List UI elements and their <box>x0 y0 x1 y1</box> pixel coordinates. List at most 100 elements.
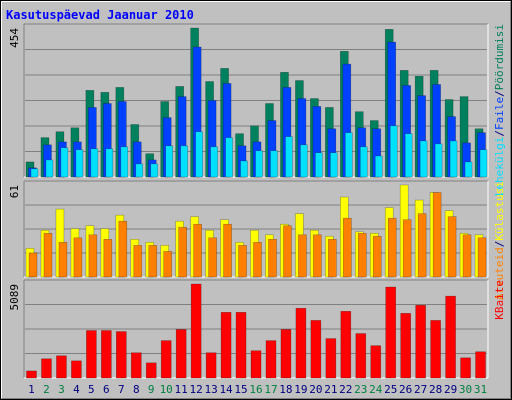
legend-separator: / <box>493 130 506 137</box>
x-tick-label: 15 <box>234 383 247 396</box>
x-tick-label: 3 <box>58 383 65 396</box>
bar <box>295 307 307 379</box>
bar <box>374 155 383 178</box>
bar <box>208 237 217 278</box>
bar <box>238 245 247 278</box>
legend: Arvuteid/Külastusi <box>493 181 506 300</box>
bar <box>419 140 428 178</box>
bar <box>150 163 159 178</box>
bar <box>255 150 263 178</box>
bar <box>313 234 322 278</box>
bar <box>26 370 37 379</box>
bar <box>325 338 337 379</box>
bar <box>45 159 54 178</box>
legend-separator: / <box>493 90 506 97</box>
bar <box>210 146 218 178</box>
bar <box>310 320 322 379</box>
bar <box>417 213 427 278</box>
bar <box>370 345 382 379</box>
legend-entry: Arvuteid <box>493 247 506 300</box>
bar <box>205 352 217 379</box>
bar <box>330 152 338 178</box>
bar <box>415 304 426 379</box>
bar <box>315 152 323 178</box>
bar <box>430 320 441 379</box>
bar <box>75 149 84 178</box>
bar <box>43 232 53 278</box>
bar <box>190 283 202 379</box>
bar <box>434 143 443 178</box>
x-tick-label: 14 <box>219 383 233 396</box>
legend-entry: Pöördumisi <box>493 24 506 90</box>
bar <box>175 329 187 379</box>
x-tick-label: 1 <box>28 383 35 396</box>
bar <box>135 163 144 178</box>
bar <box>225 137 233 178</box>
bar <box>58 242 68 278</box>
x-tick-label: 30 <box>459 383 472 396</box>
bar <box>103 238 113 278</box>
bar <box>56 355 67 379</box>
bar <box>462 234 472 278</box>
x-tick-label: 31 <box>474 383 487 396</box>
bar <box>180 145 188 178</box>
bar <box>464 161 473 178</box>
bar <box>285 136 293 178</box>
bar <box>445 295 456 379</box>
legend-entry: Lehekülgi <box>493 137 506 197</box>
bar <box>223 223 232 278</box>
bar <box>372 235 382 278</box>
legend-separator: / <box>493 241 506 248</box>
y-tick-label: 61 <box>8 185 21 198</box>
bar <box>477 237 487 278</box>
bar <box>101 330 112 379</box>
x-tick-label: 9 <box>148 383 155 396</box>
bar <box>73 237 83 278</box>
bar <box>250 350 262 379</box>
bar <box>41 358 52 379</box>
bar <box>385 286 397 379</box>
bar <box>193 223 202 278</box>
x-tick-label: 12 <box>190 383 203 396</box>
x-tick-label: 17 <box>264 383 277 396</box>
x-tick-label: 7 <box>118 383 125 396</box>
bar <box>345 132 353 178</box>
bar <box>460 357 471 379</box>
x-tick-label: 8 <box>133 383 140 396</box>
x-tick-label: 24 <box>369 383 383 396</box>
x-tick-label: 18 <box>279 383 292 396</box>
bar <box>447 216 457 278</box>
bar <box>359 146 368 178</box>
bar <box>148 245 158 278</box>
bar <box>165 145 174 178</box>
bar <box>340 310 352 379</box>
legend: KBaite <box>493 280 506 320</box>
bar <box>30 168 39 178</box>
y-tick-label: 5089 <box>8 284 21 311</box>
chart-title: Kasutuspäevad Jaanuar 2010 <box>6 8 194 22</box>
legend-entry: KBaite <box>493 280 506 320</box>
bar <box>265 340 277 379</box>
bar <box>178 226 187 278</box>
bar <box>195 131 203 178</box>
bar <box>270 150 278 178</box>
bar <box>343 217 352 278</box>
bar <box>268 238 277 278</box>
bar <box>387 217 397 278</box>
bar <box>71 360 82 379</box>
x-tick-label: 13 <box>204 383 217 396</box>
x-tick-label: 20 <box>309 383 322 396</box>
x-tick-label: 16 <box>249 383 262 396</box>
bar <box>133 245 143 278</box>
legend-entry: Faile <box>493 97 506 130</box>
bar <box>357 232 367 278</box>
x-tick-label: 25 <box>384 383 397 396</box>
bar <box>163 251 173 278</box>
x-tick-label: 4 <box>73 383 80 396</box>
bar <box>253 242 262 278</box>
legend-entry: Külastusi <box>493 181 506 241</box>
bar <box>220 311 232 379</box>
bar <box>86 330 97 379</box>
x-tick-label: 2 <box>43 383 50 396</box>
